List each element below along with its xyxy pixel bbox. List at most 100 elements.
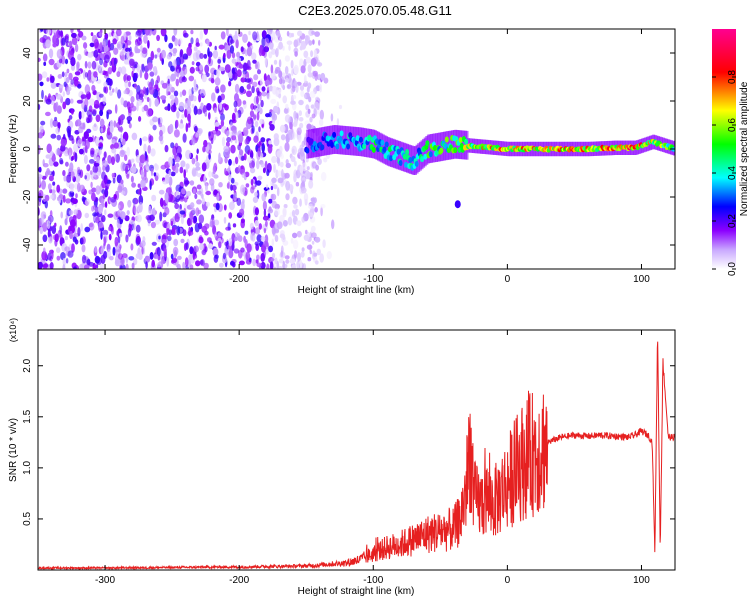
noise-blob: [54, 222, 57, 227]
noise-blob: [292, 239, 299, 250]
noise-blob: [149, 252, 154, 260]
signal-halo: [322, 126, 326, 156]
x-tick-label: -200: [229, 274, 249, 285]
noise-blob: [59, 159, 64, 165]
noise-blob: [102, 229, 109, 236]
noise-blob: [53, 32, 57, 42]
noise-blob: [305, 56, 311, 64]
signal-blob: [332, 131, 337, 138]
noise-blob: [196, 184, 202, 190]
signal-blob: [346, 143, 351, 150]
noise-blob: [79, 184, 85, 193]
noise-blob: [151, 259, 155, 268]
noise-blob: [71, 196, 75, 206]
noise-blob: [131, 70, 134, 78]
noise-blob: [194, 193, 198, 200]
noise-blob: [231, 184, 237, 191]
noise-blob: [99, 41, 103, 52]
noise-blob: [166, 83, 173, 93]
noise-blob: [103, 151, 107, 159]
signal-halo: [397, 141, 401, 170]
noise-blob: [245, 251, 251, 261]
signal-halo: [426, 134, 430, 164]
noise-blob: [83, 154, 88, 165]
noise-blob: [271, 85, 277, 95]
noise-blob: [91, 84, 96, 92]
noise-blob: [107, 39, 111, 49]
x-tick-label: -300: [95, 575, 115, 586]
noise-blob: [88, 105, 93, 112]
noise-blob: [103, 86, 107, 93]
noise-blob: [154, 219, 160, 225]
noise-blob: [290, 100, 296, 105]
snr-frame: [37, 329, 676, 571]
noise-blob: [291, 131, 296, 140]
noise-blob: [277, 89, 282, 94]
noise-blob: [293, 204, 298, 209]
noise-blob: [213, 107, 218, 113]
noise-blob: [112, 246, 116, 256]
noise-blob: [61, 71, 65, 78]
noise-blob: [147, 145, 151, 154]
noise-blob: [53, 161, 59, 167]
noise-blob: [69, 183, 75, 190]
noise-blob: [296, 260, 300, 269]
noise-blob: [267, 189, 270, 194]
noise-blob: [293, 110, 297, 120]
snr-ticks: -300 -200 -100 0 100 0.5 1.0 1.5 2.0: [22, 330, 675, 586]
noise-blob: [218, 182, 223, 188]
colorbar-label: Normalized spectral amplitude: [739, 81, 750, 216]
noise-blob: [257, 69, 261, 75]
noise-blob: [128, 81, 131, 88]
noise-blob: [303, 192, 309, 203]
x-tick-label: 0: [505, 274, 511, 285]
noise-blob: [185, 149, 192, 160]
noise-blob: [197, 209, 202, 215]
snr-series-line: [38, 341, 675, 570]
noise-blob: [182, 66, 185, 71]
signal-blob: [358, 136, 363, 143]
noise-blob: [310, 57, 317, 67]
noise-blob: [256, 262, 263, 268]
noise-blob: [184, 257, 189, 267]
noise-blob: [238, 260, 245, 266]
noise-blob: [242, 62, 248, 72]
noise-blob: [213, 174, 219, 179]
noise-blob: [144, 88, 149, 96]
signal-blob: [384, 141, 389, 148]
signal-blob: [339, 130, 344, 137]
noise-blob: [80, 94, 87, 99]
noise-blob: [184, 101, 190, 110]
noise-blob: [202, 145, 206, 153]
noise-blob: [106, 111, 109, 120]
noise-blob: [250, 178, 254, 186]
noise-blob: [103, 236, 107, 247]
noise-blob: [181, 114, 185, 119]
noise-blob: [141, 246, 144, 255]
noise-blob: [147, 62, 153, 70]
noise-blob: [113, 57, 117, 67]
noise-blob: [227, 181, 231, 190]
noise-blob: [242, 198, 245, 204]
noise-blob: [323, 77, 329, 84]
signal-blob: [425, 140, 430, 147]
noise-blob: [93, 123, 97, 128]
noise-blob: [71, 36, 78, 46]
noise-blob: [48, 58, 55, 66]
noise-blob: [255, 159, 260, 170]
noise-blob: [48, 236, 53, 244]
noise-blob: [285, 180, 291, 191]
noise-blob: [67, 147, 73, 157]
signal-halo: [446, 131, 450, 160]
noise-blob: [104, 209, 107, 216]
noise-blob: [173, 90, 179, 97]
noise-blob: [128, 256, 135, 261]
noise-blob: [175, 145, 182, 155]
noise-blob: [239, 85, 245, 94]
noise-blob: [100, 231, 103, 240]
noise-blob: [250, 167, 256, 174]
noise-blob: [52, 119, 59, 128]
noise-blob: [83, 42, 88, 49]
noise-blob: [84, 212, 90, 219]
